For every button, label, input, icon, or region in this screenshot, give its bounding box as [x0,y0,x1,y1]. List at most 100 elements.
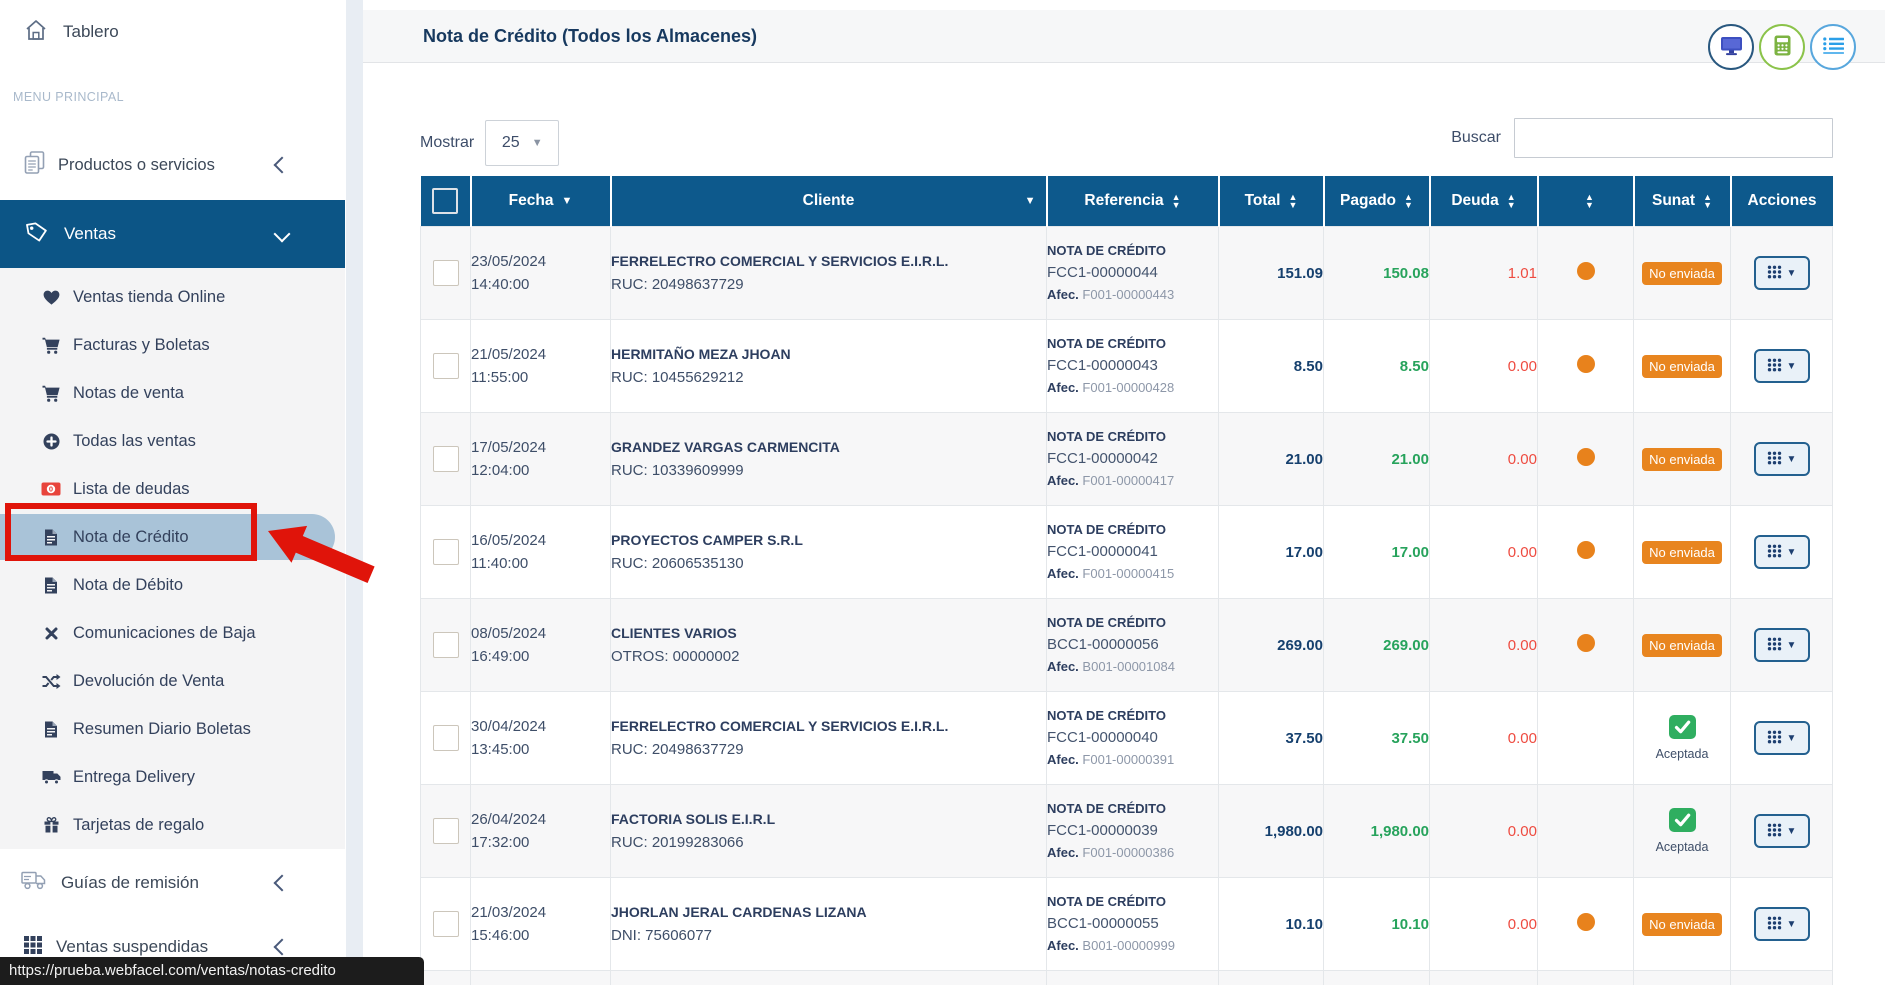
actions-menu-button[interactable]: ▼ [1753,535,1810,569]
shuffle-icon [40,673,62,689]
cell-sunat: No enviada [1633,598,1731,692]
cell-select [420,784,471,878]
sidebar-item-nota-de-credito[interactable]: Nota de Crédito [0,513,345,561]
sidebar-item-ventas[interactable]: Ventas [0,200,345,268]
sidebar-item-todas-las-ventas[interactable]: Todas las ventas [0,417,345,465]
select-all-checkbox[interactable] [432,188,458,214]
column-header-status[interactable]: ▲ ▼ [1537,176,1635,227]
grid-dots-icon [1767,358,1782,375]
row-checkbox[interactable] [432,818,459,844]
column-label: Acciones [1747,192,1817,209]
cell-cliente: CLIENTES VARIOS OTROS: 00000002 [610,598,1047,692]
sidebar-item-lista-de-deudas[interactable]: 0 Lista de deudas [0,465,345,513]
sidebar-item-ventas-suspendidas[interactable]: Ventas suspendidas [0,922,345,972]
cell-fecha: 08/05/2024 16:49:00 [470,598,611,692]
actions-menu-button[interactable]: ▼ [1753,907,1810,941]
table-row: 30/04/2024 13:45:00 FERRELECTRO COMERCIAL… [420,691,1833,785]
search-input[interactable] [1514,118,1833,158]
cell-referencia: NOTA DE CRÉDITO FCC1-00000042 Afec. F001-0… [1046,412,1219,506]
cell-cliente: FACTORIA SOLIS E.I.R.L RUC: 20199283066 [610,784,1047,878]
cell-status [1537,319,1634,413]
cell-select [420,226,471,320]
sidebar-item-productos[interactable]: Productos o servicios [0,142,345,188]
sidebar-item-tablero[interactable]: Tablero [0,10,345,54]
table-row: 17/05/2024 12:04:00 GRANDEZ VARGAS CARMEN… [420,412,1833,506]
cell-referencia: NOTA DE CRÉDITO FCC1-00000044 Afec. F001-0… [1046,226,1219,320]
sidebar-item-label: Ventas [64,224,116,243]
grid-icon [24,935,42,959]
search-label: Buscar [1451,129,1501,146]
cell-referencia: NOTA DE CRÉDITO FCC1-00000043 Afec. F001-0… [1046,319,1219,413]
chevron-down-icon: ▼ [1786,825,1797,837]
sunat-status-badge: No enviada [1642,912,1722,936]
file-invoice-icon [40,721,62,738]
chevron-down-icon [273,225,291,243]
cell-sunat: No enviada [1633,412,1731,506]
cell-acciones: ▼ [1730,319,1833,413]
row-checkbox[interactable] [432,260,459,286]
sidebar-item-resumen-diario-boletas[interactable]: Resumen Diario Boletas [0,705,345,753]
column-header-fecha[interactable]: Fecha ▼ [470,176,612,227]
scrollbar-track[interactable] [346,0,363,985]
file-invoice-icon [40,529,62,546]
chevron-down-icon: ▼ [1786,360,1797,372]
sidebar-item-comunicaciones-de-baja[interactable]: Comunicaciones de Baja [0,609,345,657]
column-header-sunat[interactable]: Sunat ▲ ▼ [1633,176,1732,227]
sidebar-item-label: Devolución de Venta [73,671,225,690]
column-header-cliente[interactable]: Cliente ▼ [610,176,1048,227]
sidebar-item-nota-de-debito[interactable]: Nota de Débito [0,561,345,609]
row-checkbox[interactable] [432,353,459,379]
grid-dots-icon [1767,451,1782,468]
actions-menu-button[interactable]: ▼ [1753,628,1810,662]
cell-cliente: PROYECTOS CAMPER S.R.L RUC: 20606535130 [610,505,1047,599]
cell-total: 8.50 [1218,319,1324,413]
grid-dots-icon [1767,916,1782,933]
money-icon: 0 [40,482,62,496]
table-row: 23/05/2024 14:40:00 FERRELECTRO COMERCIAL… [420,226,1833,320]
row-checkbox[interactable] [432,632,459,658]
row-checkbox[interactable] [432,725,459,751]
row-checkbox[interactable] [432,911,459,937]
actions-menu-button[interactable]: ▼ [1753,721,1810,755]
x-icon [40,627,62,640]
cell-acciones: ▼ [1730,226,1833,320]
sunat-status-badge: No enviada [1642,633,1722,657]
sunat-status-badge: No enviada [1642,261,1722,285]
home-icon [24,19,48,46]
page-size-select[interactable]: 25 ▼ [485,120,560,166]
cell-status [1537,691,1634,785]
actions-menu-button[interactable]: ▼ [1753,349,1810,383]
sidebar-item-entrega-delivery[interactable]: Entrega Delivery [0,753,345,801]
sidebar-item-guias-de-remision[interactable]: Guías de remisión [0,858,345,908]
sidebar-item-notas-de-venta[interactable]: Notas de venta [0,369,345,417]
cell-status [1537,412,1634,506]
sidebar-item-label: Ventas tienda Online [73,287,226,306]
sidebar-item-devolucion-de-venta[interactable]: Devolución de Venta [0,657,345,705]
credit-notes-table: Fecha ▼ Cliente ▼ Referencia ▲ ▼ Total ▲ ▼ Pagado ▲… [420,176,1833,985]
sidebar-item-tarjetas-de-regalo[interactable]: Tarjetas de regalo [0,801,345,849]
pos-view-button[interactable] [1759,24,1805,70]
cell-deuda: 0.00 [1429,784,1538,878]
column-header-total[interactable]: Total ▲ ▼ [1218,176,1325,227]
actions-menu-button[interactable]: ▼ [1753,256,1810,290]
sort-icon: ▲ ▼ [1404,192,1413,210]
row-checkbox[interactable] [432,446,459,472]
sidebar-item-ventas-tienda-online[interactable]: Ventas tienda Online [0,273,345,321]
list-view-button[interactable] [1810,24,1856,70]
sort-icon: ▲ ▼ [1585,192,1594,210]
search-control: Buscar [1451,118,1833,158]
desktop-view-button[interactable] [1708,24,1754,70]
sidebar-item-label: Todas las ventas [73,431,196,450]
column-header-pagado[interactable]: Pagado ▲ ▼ [1323,176,1431,227]
main-panel: Nota de Crédito (Todos los Almacenes) [363,0,1885,985]
actions-menu-button[interactable]: ▼ [1753,442,1810,476]
calculator-icon [1774,35,1791,59]
sidebar-item-facturas-y-boletas[interactable]: Facturas y Boletas [0,321,345,369]
actions-menu-button[interactable]: ▼ [1753,814,1810,848]
browser-status-url: https://prueba.webfacel.com/ventas/notas… [0,957,424,985]
column-header-deuda[interactable]: Deuda ▲ ▼ [1429,176,1539,227]
cell-total: 17.00 [1218,505,1324,599]
column-header-referencia[interactable]: Referencia ▲ ▼ [1046,176,1220,227]
chevron-down-icon: ▼ [1786,267,1797,279]
row-checkbox[interactable] [432,539,459,565]
